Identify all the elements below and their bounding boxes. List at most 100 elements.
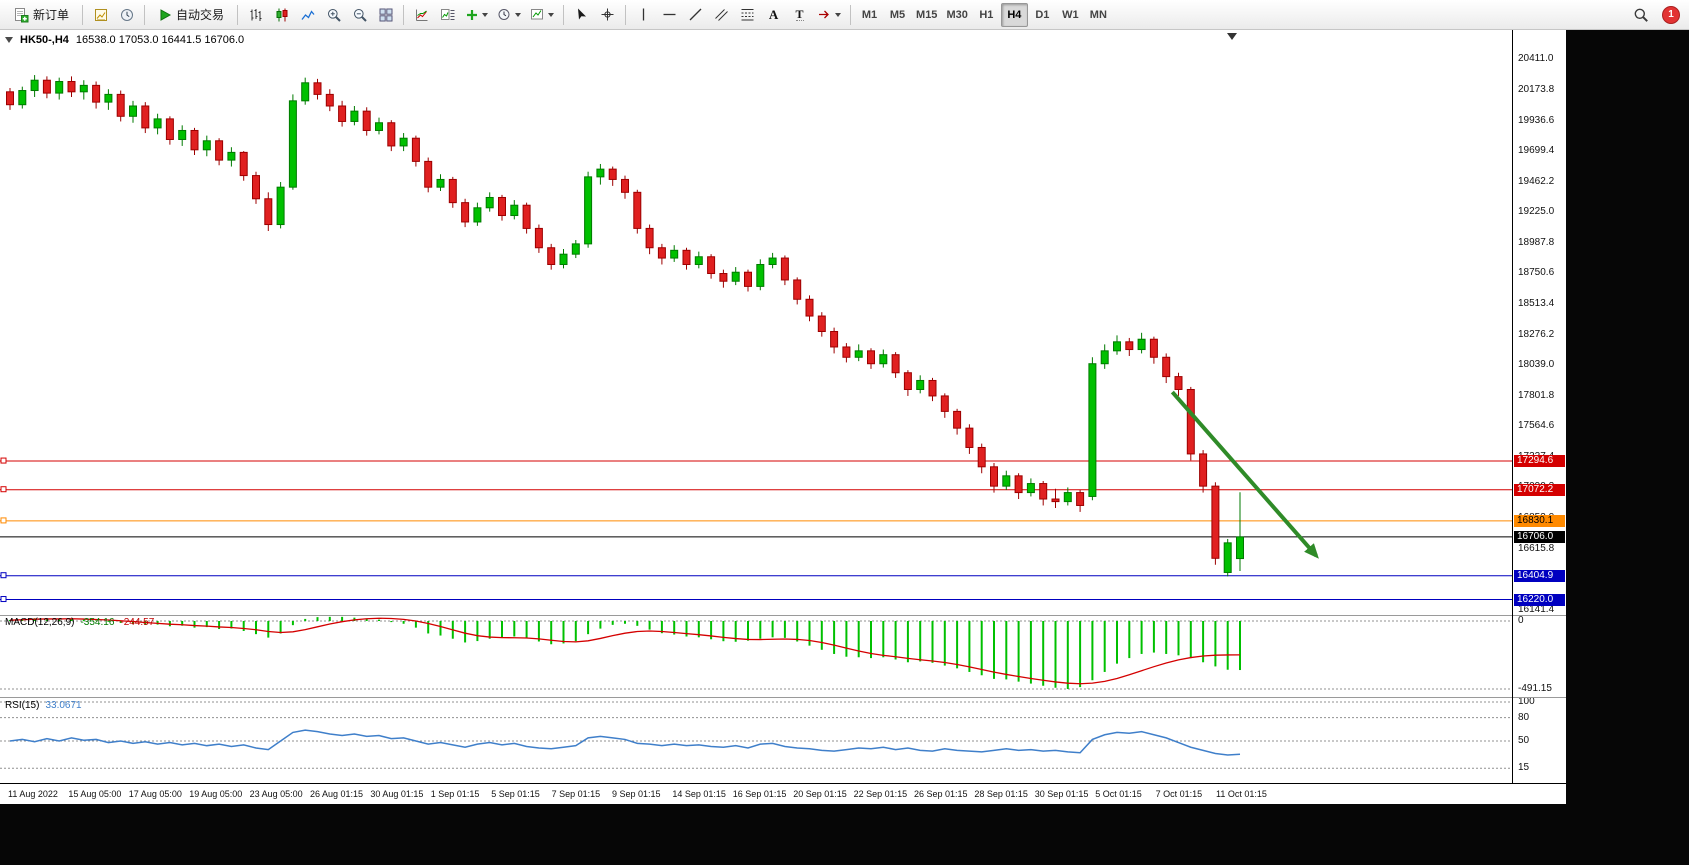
time-axis[interactable]: 11 Aug 2022 15 Aug 05:00 17 Aug 05:00 19 Au…	[0, 783, 1566, 804]
time-tick: 11 Aug 2022	[8, 789, 58, 799]
price-tick: 18276.2	[1518, 328, 1555, 340]
text-label-tool-button[interactable]: T	[787, 3, 812, 27]
price-tick: 20411.0	[1518, 53, 1554, 65]
line-handle[interactable]	[0, 572, 7, 579]
chart-plot-area[interactable]: HK50-,H4 16538.0 17053.0 16441.5 16706.0…	[0, 30, 1512, 783]
new-order-button[interactable]: 新订单	[5, 3, 77, 27]
line-handle[interactable]	[0, 596, 7, 603]
dropdown-caret-icon	[835, 12, 842, 17]
main-toolbar: 新订单 自动交易	[0, 0, 1689, 30]
crosshair-tool-button[interactable]	[595, 3, 620, 27]
price-tick: 19462.2	[1518, 175, 1555, 187]
new-order-label: 新订单	[33, 8, 70, 22]
timeframe-mn-button[interactable]: MN	[1085, 3, 1112, 27]
candlestick-icon	[274, 7, 290, 23]
indicator-windows-icon	[440, 7, 456, 23]
add-indicator-button[interactable]	[461, 3, 492, 27]
vertical-line-tool-button[interactable]	[631, 3, 656, 27]
notification-badge[interactable]: 1	[1662, 5, 1680, 24]
line-handle[interactable]	[0, 486, 7, 493]
periods-icon	[497, 7, 512, 22]
horizontal-line-objects	[0, 457, 1512, 603]
rsi-value: 33.0671	[45, 700, 82, 711]
rsi-scale-tick: 50	[1518, 735, 1530, 746]
line-chart-mode-button[interactable]	[295, 3, 320, 27]
channel-tool-button[interactable]	[709, 3, 734, 27]
add-indicator-icon	[465, 8, 479, 22]
candlestick-mode-button[interactable]	[269, 3, 294, 27]
timeframe-w1-button[interactable]: W1	[1057, 3, 1084, 27]
trendline-tool-button[interactable]	[683, 3, 708, 27]
timeframe-m30-button[interactable]: M30	[942, 3, 971, 27]
time-tick: 22 Sep 01:15	[853, 789, 908, 799]
line-chart-icon	[300, 7, 316, 23]
time-tick: 15 Aug 05:00	[68, 789, 122, 799]
horizontal-line-tool-button[interactable]	[657, 3, 682, 27]
rsi-pane	[0, 701, 1512, 769]
tile-windows-button[interactable]	[373, 3, 398, 27]
macd-scale-tick: -491.15	[1518, 683, 1552, 694]
hline-price-tag: 17072.2	[1514, 483, 1565, 496]
price-tick: 20173.8	[1518, 84, 1555, 96]
dropdown-caret-icon	[482, 12, 489, 17]
time-tick: 19 Aug 05:00	[189, 789, 243, 799]
new-chart-icon	[93, 7, 109, 23]
arrows-icon	[817, 7, 832, 22]
indicators-button[interactable]	[409, 3, 434, 27]
pane-separator	[1513, 615, 1566, 616]
indicator-collapse-button[interactable]	[5, 37, 13, 43]
market-watch-button[interactable]	[114, 3, 139, 27]
cursor-tool-button[interactable]	[569, 3, 594, 27]
time-tick: 1 Sep 01:15	[430, 789, 480, 799]
time-tick: 30 Sep 01:15	[1034, 789, 1089, 799]
macd-name: MACD(12,26,9)	[5, 617, 75, 628]
hline-price-tag: 16830.1	[1514, 514, 1565, 527]
hline-price-tag: 16404.9	[1514, 569, 1565, 582]
new-order-icon	[13, 7, 29, 23]
text-tool-button[interactable]: A	[761, 3, 786, 27]
price-tick: 17564.6	[1518, 420, 1555, 432]
autotrading-button[interactable]: 自动交易	[150, 3, 232, 27]
rsi-scale-tick: 100	[1518, 696, 1535, 707]
zoom-in-icon	[326, 7, 342, 23]
timeframe-m5-button[interactable]: M5	[884, 3, 911, 27]
timeframe-d1-button[interactable]: D1	[1029, 3, 1056, 27]
autotrading-label: 自动交易	[176, 8, 225, 22]
rsi-name: RSI(15)	[5, 700, 40, 711]
time-tick: 14 Sep 01:15	[672, 789, 726, 799]
fibonacci-icon	[740, 7, 755, 22]
chart-symbol-period: HK50-,H4	[20, 34, 69, 46]
arrows-tool-button[interactable]	[813, 3, 845, 27]
chart-ohlc-readout: HK50-,H4 16538.0 17053.0 16441.5 16706.0	[5, 34, 244, 46]
line-handle[interactable]	[0, 517, 7, 524]
time-tick: 5 Sep 01:15	[491, 789, 540, 799]
price-axis[interactable]: 20411.0 20173.8 19936.6 19699.4 19462.2 19225…	[1512, 30, 1566, 783]
fibonacci-tool-button[interactable]	[735, 3, 760, 27]
new-chart-button[interactable]	[88, 3, 113, 27]
templates-button[interactable]	[526, 3, 558, 27]
indicator-windows-button[interactable]	[435, 3, 460, 27]
toolbar-separator	[403, 4, 405, 25]
timeframe-m1-button[interactable]: M1	[856, 3, 883, 27]
timeframe-h1-button[interactable]: H1	[973, 3, 1000, 27]
zoom-out-icon	[352, 7, 368, 23]
periods-button[interactable]	[493, 3, 525, 27]
rsi-scale-tick: 15	[1518, 762, 1530, 774]
price-tick: 17801.8	[1518, 389, 1555, 401]
macd-pane	[0, 616, 1512, 690]
price-chart[interactable]	[0, 30, 1512, 783]
price-tick: 19699.4	[1518, 145, 1555, 157]
indicators-icon	[414, 7, 430, 23]
time-tick: 23 Aug 05:00	[249, 789, 303, 799]
search-button[interactable]	[1628, 3, 1653, 27]
zoom-in-button[interactable]	[321, 3, 346, 27]
zoom-out-button[interactable]	[347, 3, 372, 27]
line-handle[interactable]	[0, 457, 7, 464]
trend-arrow-object[interactable]	[1170, 390, 1319, 559]
timeframe-m15-button[interactable]: M15	[912, 3, 941, 27]
macd-scale-tick: 0	[1518, 615, 1524, 626]
time-tick: 30 Aug 01:15	[370, 789, 424, 799]
bar-chart-mode-button[interactable]	[243, 3, 268, 27]
timeframe-h4-button[interactable]: H4	[1000, 2, 1028, 27]
price-tick: 18987.8	[1518, 236, 1555, 248]
